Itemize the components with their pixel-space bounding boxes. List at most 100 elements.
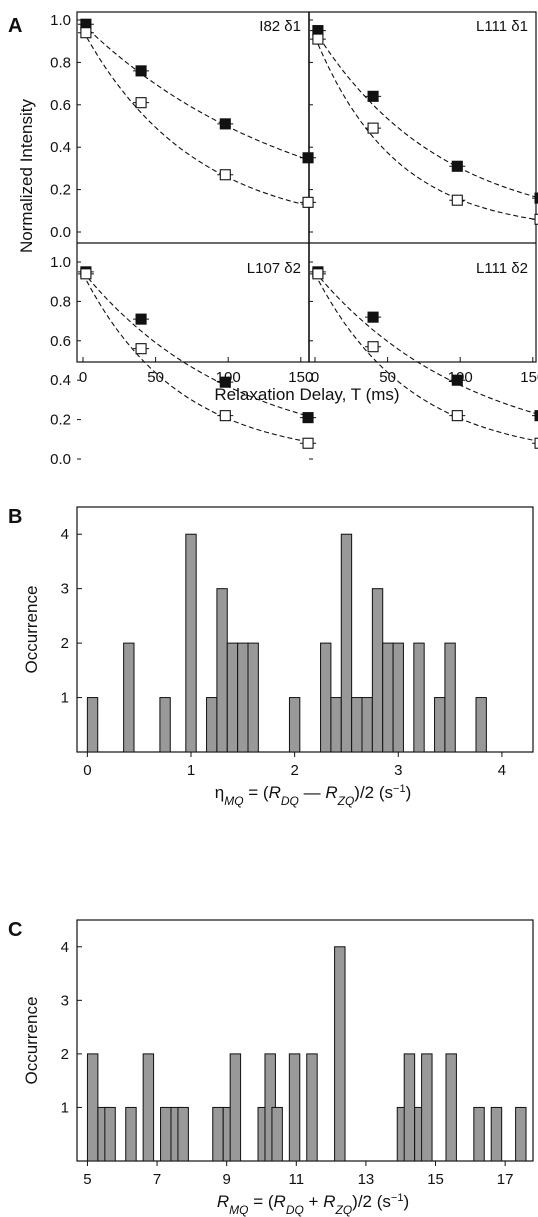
- panel-a-fit-curve: [82, 271, 307, 417]
- panel-a-data-point: [135, 65, 147, 77]
- histogram-bar: [160, 1106, 172, 1162]
- panel-c-xaxis-title: RMQ = (RDQ + RZQ)/2 (s−1): [217, 1192, 409, 1217]
- panel-a-fit-curve: [314, 271, 536, 415]
- panel-a-fit-curve: [82, 273, 307, 442]
- panel-a-data-point: [135, 97, 147, 109]
- xtick-label: 3: [394, 762, 402, 779]
- histogram-bar: [320, 642, 332, 753]
- panel-a-fit-curve: [82, 23, 307, 160]
- histogram-bar: [361, 697, 373, 753]
- histogram-bar: [473, 1106, 485, 1162]
- xtick-label: 11: [289, 1171, 305, 1188]
- panel-a-data-point: [534, 192, 538, 204]
- panel-a-fit-curve: [82, 30, 307, 206]
- histogram-bar: [334, 946, 346, 1162]
- histogram-bar: [288, 1053, 301, 1162]
- histogram-bar: [475, 697, 487, 753]
- panel-a-data-point: [219, 376, 231, 388]
- xtick-label: 5: [83, 1171, 91, 1188]
- histogram-bar: [247, 642, 259, 753]
- ytick-label: 3: [61, 992, 69, 1009]
- histogram-bar: [271, 1106, 283, 1162]
- histogram-bar: [421, 1053, 433, 1162]
- panel-a-xaxis-title: Relaxation Delay, T (ms): [214, 385, 399, 404]
- panel-a-data-point: [312, 268, 324, 280]
- panel-a-data-point: [302, 152, 314, 164]
- panel-a-data-point: [367, 341, 379, 353]
- histogram-bar: [226, 642, 239, 753]
- histogram-bar: [330, 697, 342, 753]
- ytick-label: 2: [61, 635, 69, 652]
- panel-label-b: B: [8, 506, 22, 528]
- panel-a-data-point: [534, 437, 538, 449]
- histogram-bar: [125, 1106, 137, 1162]
- histogram-bar: [86, 1053, 99, 1162]
- panel-label-c: C: [8, 919, 22, 941]
- xtick-label: 0: [83, 762, 91, 779]
- panel-a-ytick-label: 0.0: [50, 224, 71, 241]
- panel-a-data-point: [302, 196, 314, 208]
- panel-a-data-point: [312, 33, 324, 45]
- panel-a-ytick-label: 0.4: [50, 139, 71, 156]
- histogram-bar: [177, 1106, 189, 1162]
- panel-a-data-point: [367, 90, 379, 102]
- panel-a-subplot-title: L107 δ2: [247, 260, 301, 277]
- histogram-bar: [444, 642, 456, 753]
- panel-a-yaxis-title: Normalized Intensity: [17, 99, 36, 254]
- xtick-label: 9: [223, 1171, 231, 1188]
- panel-a-subplot-title: L111 δ1: [476, 18, 528, 35]
- panel-a-data-point: [451, 374, 463, 386]
- histogram-bar: [142, 1053, 155, 1162]
- panel-a-data-point: [451, 410, 463, 422]
- xtick-label: 1: [187, 762, 195, 779]
- panel-a-data-point: [451, 160, 463, 172]
- panel-a-xtick-label: 0: [79, 369, 87, 386]
- panel-a-ytick-label: 1.0: [50, 254, 71, 271]
- yaxis-title: Occurrence: [22, 997, 41, 1085]
- panel-a-fit-curve: [314, 30, 536, 198]
- panel-a-xtick-label: 150: [520, 369, 538, 386]
- panel-a-ytick-label: 0.6: [50, 97, 71, 114]
- xtick-label: 15: [427, 1171, 444, 1188]
- panel-c-frame: [76, 919, 534, 1162]
- histogram-bar: [212, 1106, 224, 1162]
- histogram-bar: [86, 697, 99, 753]
- panel-a-subplot-title: I82 δ1: [259, 18, 301, 35]
- panel-a-data-point: [302, 412, 314, 424]
- panel-a-ytick-label: 0.8: [50, 54, 71, 71]
- panel-a-ytick-label: 0.4: [50, 372, 71, 389]
- histogram-bar: [413, 642, 425, 753]
- ytick-label: 2: [61, 1046, 69, 1063]
- panel-a-ytick-label: 0.0: [50, 451, 71, 468]
- histogram-bar: [445, 1053, 457, 1162]
- panel-a-frame: [76, 11, 537, 363]
- histogram-bar: [392, 642, 404, 753]
- panel-a-data-point: [219, 410, 231, 422]
- panel-a-data-point: [451, 194, 463, 206]
- panel-a-xtick-label: 150: [288, 369, 313, 386]
- panel-a-data-point: [219, 118, 231, 130]
- histogram-bar: [434, 697, 446, 753]
- ytick-label: 4: [61, 526, 69, 543]
- histogram-bar: [185, 533, 197, 753]
- xtick-label: 17: [497, 1171, 514, 1188]
- panel-a-data-point: [80, 27, 92, 39]
- histogram-bar: [159, 697, 171, 753]
- panel-a-ytick-label: 0.6: [50, 333, 71, 350]
- histogram-bar: [216, 588, 228, 753]
- panel-a-ytick-label: 1.0: [50, 12, 71, 29]
- panel-b-frame: [76, 506, 534, 753]
- xtick-label: 4: [498, 762, 506, 779]
- panel-a-xtick-label: 0: [311, 369, 319, 386]
- histogram-bar: [371, 588, 384, 753]
- panel-a-fit-curve: [314, 36, 536, 220]
- histogram-bar: [403, 1053, 416, 1162]
- ytick-label: 4: [61, 939, 69, 956]
- histogram-bar: [123, 642, 135, 753]
- histogram-bar: [306, 1053, 318, 1162]
- panel-a-ytick-label: 0.8: [50, 293, 71, 310]
- panel-a-data-point: [367, 122, 379, 134]
- panel-a-ytick-label: 0.2: [50, 412, 71, 429]
- panel-a-xtick-label: 50: [379, 369, 396, 386]
